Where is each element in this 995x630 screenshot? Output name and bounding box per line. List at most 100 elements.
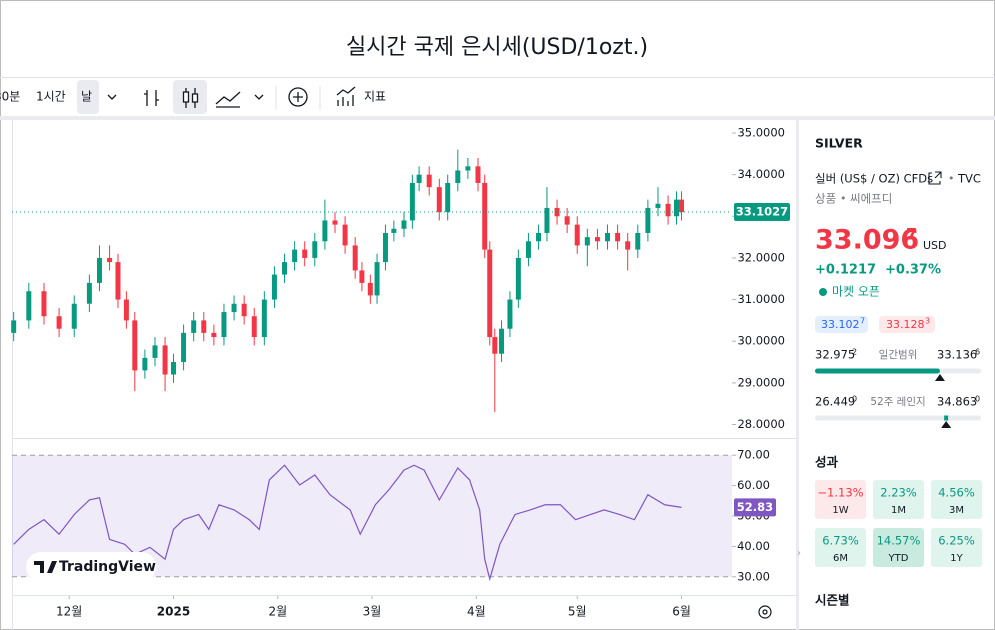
x-tick-label: 2025 <box>157 605 190 619</box>
x-tick-label: 4월 <box>467 605 486 619</box>
range-low: 26.449 <box>815 395 855 409</box>
add-icon[interactable] <box>288 87 308 107</box>
interval-selected[interactable] <box>77 80 99 114</box>
performance-value: 6.25% <box>938 534 975 548</box>
status: 마켓 오픈 <box>832 285 880 299</box>
settings-icon[interactable] <box>758 605 772 619</box>
candle-body <box>673 199 679 217</box>
candle-body <box>544 207 550 233</box>
chevron[interactable] <box>254 94 264 100</box>
candle-body <box>170 362 176 375</box>
performance-period: 6M <box>833 553 848 564</box>
candle-body <box>142 357 148 371</box>
candle-body <box>292 249 298 263</box>
price: 33.096 <box>815 225 919 256</box>
last-value-badge <box>734 498 776 517</box>
candle-body <box>152 345 158 358</box>
candle-body <box>96 257 102 283</box>
candle-body <box>251 316 257 338</box>
page-title: 실시간 국제 은시세(USD/1ozt.) <box>346 35 648 60</box>
candle-body <box>302 249 308 258</box>
performance-period: 1Y <box>950 553 963 564</box>
performance-tile <box>815 528 866 567</box>
range-label: 52주 레인지 <box>870 396 925 408</box>
candle-body <box>426 174 432 188</box>
candle-body <box>271 274 277 300</box>
range-track <box>815 415 981 421</box>
x-tick-label: 3월 <box>363 605 382 619</box>
performance-period: 3M <box>949 505 964 516</box>
bar-icon[interactable] <box>144 90 159 106</box>
candle-body <box>56 316 62 329</box>
candle-body <box>487 249 493 338</box>
candle-body <box>41 291 47 317</box>
y-tick-label: 34.0000 <box>737 167 785 181</box>
ask-digit: 3 <box>925 317 930 326</box>
last-value-label: 52.83 <box>737 500 773 514</box>
y-tick-label: 40.00 <box>737 539 770 553</box>
candle-icon-bg[interactable] <box>173 80 207 114</box>
candle-body <box>211 332 217 338</box>
exchange: TVC <box>957 172 981 186</box>
candle-body <box>615 232 621 242</box>
collapse-handle[interactable]: › <box>797 548 801 559</box>
candle-body <box>482 182 488 250</box>
candle-body <box>455 170 461 183</box>
performance-tile <box>815 480 866 519</box>
symbol: SILVER <box>815 136 863 151</box>
change-pct: +0.37% <box>885 263 941 278</box>
range-low: 32.975 <box>815 348 855 362</box>
chevron[interactable] <box>107 94 117 100</box>
range-low-digit: 2 <box>852 348 857 357</box>
candle-body <box>409 182 415 221</box>
performance-value: 14.57% <box>877 534 921 548</box>
candle-body <box>191 320 197 333</box>
candle-body <box>359 270 365 283</box>
range-high-digit: 0 <box>975 395 980 404</box>
x-tick-label: 12월 <box>56 605 82 619</box>
candle-body <box>445 182 451 213</box>
area-icon[interactable] <box>215 91 241 108</box>
candle-body <box>554 207 560 217</box>
interval[interactable]: 1시간 <box>36 90 66 104</box>
y-tick-label: 60.00 <box>737 478 770 492</box>
subcategory: 씨에프디 <box>850 192 892 206</box>
candle-body <box>86 282 92 304</box>
interval[interactable]: 30분 <box>0 90 20 104</box>
range-low-digit: 0 <box>852 395 857 404</box>
candle-body <box>107 257 113 263</box>
external-icon <box>928 171 942 185</box>
candle-body <box>241 303 247 317</box>
candle-body <box>312 241 318 258</box>
status-dot <box>819 288 827 296</box>
indicator-icon[interactable] <box>336 86 356 106</box>
candle-body <box>115 262 121 300</box>
interval[interactable]: 날 <box>81 90 92 104</box>
range-marker <box>934 374 945 381</box>
change: +0.1217 <box>815 263 876 278</box>
candle-body <box>665 203 671 217</box>
candle-body <box>282 262 288 275</box>
range-label: 일간범위 <box>879 348 918 361</box>
performance-period: 1M <box>891 505 906 516</box>
bid-badge <box>815 316 868 333</box>
x-tick-label: 6월 <box>672 605 691 619</box>
y-tick-label: 28.0000 <box>737 417 785 431</box>
performance-value: −1.13% <box>817 486 863 500</box>
candle-body <box>564 216 570 225</box>
y-tick-label: 30.00 <box>737 569 770 583</box>
candle-body <box>605 232 611 242</box>
range-high: 33.136 <box>937 348 977 362</box>
candle-body <box>401 220 407 229</box>
candle-body <box>382 232 388 263</box>
indicators-button[interactable]: 지표 <box>364 90 386 104</box>
performance-tile <box>931 528 982 567</box>
x-tick-label: 5월 <box>568 605 587 619</box>
range-high: 34.863 <box>937 395 977 409</box>
candle-body <box>499 328 505 354</box>
x-tick-label: 2월 <box>268 605 287 619</box>
candle-body <box>465 166 471 171</box>
candle-body <box>645 207 651 233</box>
range-marker <box>941 421 952 428</box>
